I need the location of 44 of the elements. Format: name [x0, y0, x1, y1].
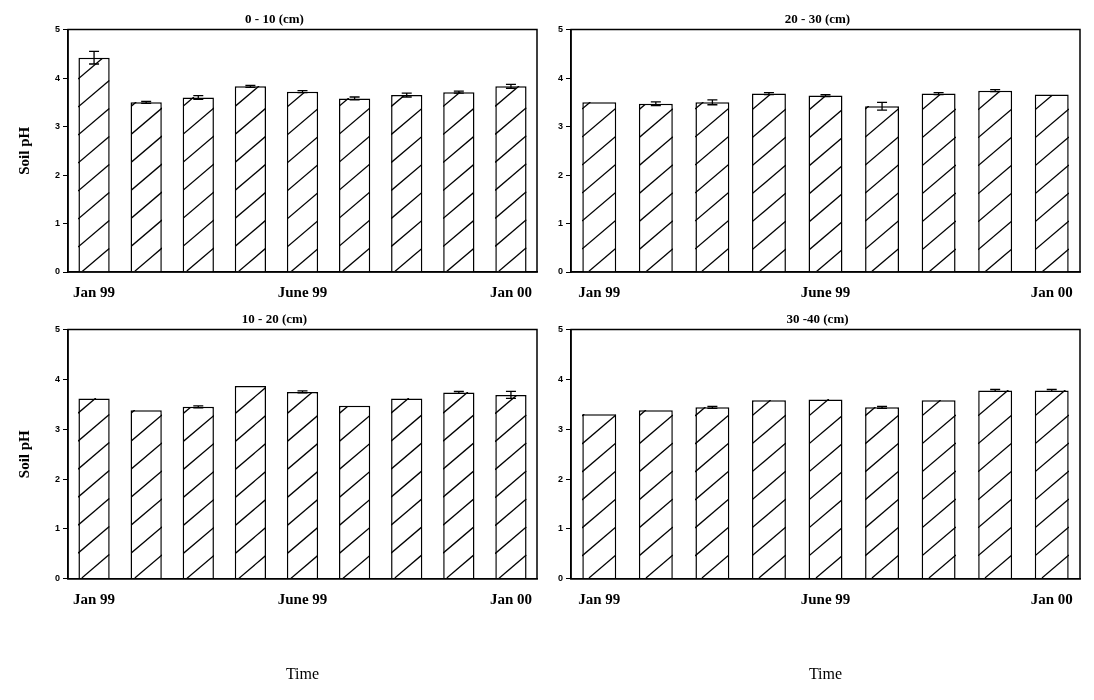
chart-title: 10 - 20 (cm): [241, 311, 308, 327]
x-tick-label: June 99: [277, 590, 328, 607]
y-tick-label: 0: [557, 573, 564, 584]
x-tick-label: June 99: [800, 590, 851, 607]
y-tick-label: 0: [54, 266, 61, 277]
y-tick-label: 3: [557, 423, 564, 434]
chart-title: 0 - 10 (cm): [245, 11, 304, 27]
x-tick-label: Jan 00: [489, 283, 532, 300]
y-tick-label: 4: [54, 72, 61, 83]
y-tick-label: 2: [54, 473, 61, 484]
x-tick-label: Jan 00: [1030, 283, 1073, 300]
x-tick-label: Jan 00: [489, 590, 532, 607]
chart-title: 30 -40 (cm): [786, 311, 849, 327]
y-tick-label: 5: [557, 324, 564, 335]
y-tick-label: 4: [557, 373, 564, 384]
chart-title: 20 - 30 (cm): [784, 11, 851, 27]
y-tick-label: 3: [54, 423, 61, 434]
y-tick-label: 1: [54, 218, 61, 228]
x-tick-label: June 99: [277, 283, 328, 300]
y-tick-label: 0: [54, 573, 61, 584]
y-tick-label: 3: [54, 121, 61, 132]
y-axis-title: Soil pH: [15, 429, 32, 479]
y-tick-label: 2: [54, 169, 61, 180]
y-tick-label: 2: [557, 473, 564, 484]
x-tick-label: Jan 99: [578, 590, 621, 607]
y-tick-label: 4: [54, 373, 61, 384]
x-tick-label: Jan 99: [578, 283, 621, 300]
y-tick-label: 3: [557, 121, 564, 132]
y-tick-label: 1: [557, 218, 564, 228]
y-tick-label: 0: [557, 266, 564, 277]
y-tick-label: 1: [557, 523, 564, 534]
y-tick-label: 5: [557, 24, 564, 35]
x-axis-title: Time: [808, 664, 843, 682]
x-tick-label: Jan 99: [73, 590, 116, 607]
y-axis-title: Soil pH: [15, 126, 32, 175]
y-tick-label: 5: [54, 324, 61, 335]
x-axis-title: Time: [285, 664, 320, 682]
y-tick-label: 4: [557, 72, 564, 83]
x-tick-label: June 99: [800, 283, 851, 300]
y-tick-label: 1: [54, 523, 61, 534]
x-tick-label: Jan 00: [1030, 590, 1073, 607]
y-tick-label: 5: [54, 24, 61, 35]
y-tick-label: 2: [557, 169, 564, 180]
x-tick-label: Jan 99: [73, 283, 116, 300]
